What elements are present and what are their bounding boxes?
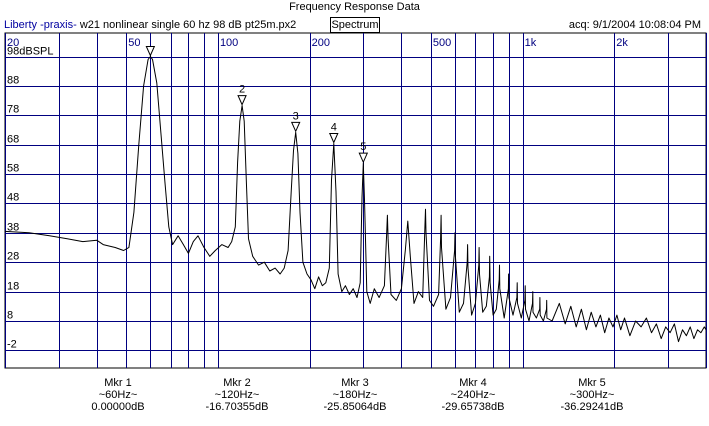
y-tick-label: 38 — [7, 222, 19, 234]
marker-readout-label: Mkr 3 — [341, 377, 369, 389]
marker-readout-value: -25.85064dB — [323, 401, 387, 413]
marker-readout-value: -29.65738dB — [441, 401, 505, 413]
acquisition-timestamp: acq: 9/1/2004 10:08:04 PM — [568, 19, 701, 31]
x-tick-label: 20 — [7, 37, 19, 49]
marker-readout-freq: ~60Hz~ — [98, 389, 138, 401]
y-tick-label: 88 — [7, 75, 19, 87]
marker-readout-freq: ~180Hz~ — [332, 389, 378, 401]
y-tick-label: 68 — [7, 134, 19, 146]
marker-readout-freq: ~300Hz~ — [569, 389, 615, 401]
x-tick-label: 200 — [312, 37, 330, 49]
marker-readout-label: Mkr 1 — [104, 377, 132, 389]
x-tick-label: 100 — [220, 37, 238, 49]
y-tick-label: 98dBSPL — [7, 46, 53, 58]
marker-readout-freq: ~240Hz~ — [450, 389, 496, 401]
marker-readout-value: 0.00000dB — [91, 401, 145, 413]
marker-number: 2 — [239, 84, 245, 96]
file-description: w21 nonlinear single 60 hz 98 dB pt25m.p… — [79, 19, 297, 31]
marker-readout-label: Mkr 2 — [223, 377, 251, 389]
y-tick-label: 58 — [7, 163, 19, 175]
marker-triangle — [237, 95, 247, 106]
spectrum-trace — [4, 56, 707, 343]
y-tick-label: 48 — [7, 192, 19, 204]
x-tick-label: 500 — [433, 37, 451, 49]
marker-readout-freq: ~120Hz~ — [214, 389, 260, 401]
x-tick-label: 50 — [128, 37, 140, 49]
window-title: Frequency Response Data — [289, 1, 420, 13]
marker-readout-5: Mkr 5 ~300Hz~ -36.29241dB — [537, 377, 647, 413]
marker-readout-label: Mkr 4 — [459, 377, 487, 389]
marker-readout-2: Mkr 2 ~120Hz~ -16.70355dB — [182, 377, 292, 413]
marker-number: 3 — [293, 110, 299, 122]
y-tick-label: -2 — [7, 339, 17, 351]
marker-readout-value: -16.70355dB — [205, 401, 269, 413]
x-tick-label: 2k — [616, 37, 628, 49]
marker-number: 5 — [360, 141, 366, 153]
marker-readout-3: Mkr 3 ~180Hz~ -25.85064dB — [300, 377, 410, 413]
marker-triangle — [358, 152, 369, 164]
marker-readout-value: -36.29241dB — [560, 401, 624, 413]
marker-readout-label: Mkr 5 — [578, 377, 606, 389]
app-name: Liberty -praxis- — [4, 19, 77, 31]
plot-frame — [4, 32, 707, 369]
marker-triangle — [145, 46, 156, 57]
header-info: Liberty -praxis- w21 nonlinear single 60… — [4, 19, 296, 31]
marker-readout-1: Mkr 1 ~60Hz~ 0.00000dB — [63, 377, 173, 413]
marker-number: 4 — [331, 121, 337, 133]
y-tick-label: 28 — [7, 251, 19, 263]
x-tick-label: 1k — [525, 37, 537, 49]
marker-triangle — [328, 132, 339, 144]
marker-triangle — [290, 121, 301, 133]
y-tick-label: 18 — [7, 281, 19, 293]
y-tick-label: 8 — [7, 310, 13, 322]
y-tick-label: 78 — [7, 104, 19, 116]
marker-readout-4: Mkr 4 ~240Hz~ -29.65738dB — [418, 377, 528, 413]
